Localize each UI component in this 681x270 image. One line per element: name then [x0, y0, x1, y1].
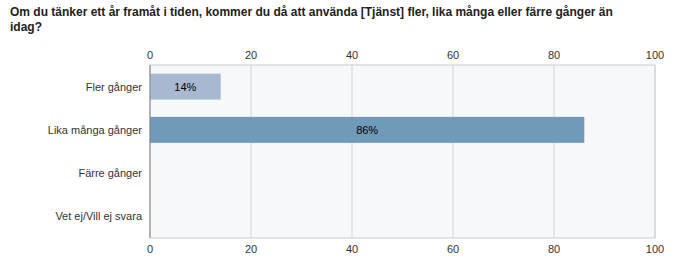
data-labels: 14% 86% — [174, 81, 378, 136]
bar — [150, 117, 584, 143]
grid-line — [453, 65, 454, 238]
bars — [150, 74, 584, 143]
x-tick-label-top: 60 — [447, 49, 459, 61]
grid-line — [150, 65, 151, 238]
data-label: 86% — [356, 124, 378, 136]
x-tick-label-top: 0 — [147, 49, 153, 61]
grid-line — [554, 65, 555, 238]
grid-line — [655, 65, 656, 238]
x-tick-label: 100 — [646, 243, 664, 255]
category-label: Vet ej/Vill ej svara — [55, 210, 143, 222]
category-label: Fler gånger — [86, 81, 143, 93]
x-tick-label-top: 80 — [548, 49, 560, 61]
title: Om du tänker ett år framåt i tiden, komm… — [10, 5, 613, 34]
category-label: Färre gånger — [78, 167, 142, 179]
bar — [150, 74, 221, 100]
x-tick-label: 0 — [147, 243, 153, 255]
chart-container: Om du tänker ett år framåt i tiden, komm… — [0, 0, 681, 270]
x-tick-label: 80 — [548, 243, 560, 255]
y-axis-line — [150, 65, 151, 238]
plot-background — [150, 65, 655, 238]
category-label: Lika många gånger — [48, 124, 143, 136]
x-tick-label-top: 20 — [245, 49, 257, 61]
x-tick-label: 40 — [346, 243, 358, 255]
data-label: 14% — [174, 81, 196, 93]
grid-line — [352, 65, 353, 238]
x-tick-label: 60 — [447, 243, 459, 255]
chart-svg: Om du tänker ett år framåt i tiden, komm… — [0, 0, 681, 270]
grid-line — [251, 65, 252, 238]
x-tick-label: 20 — [245, 243, 257, 255]
grid — [150, 65, 655, 238]
x-tick-label-top: 100 — [646, 49, 664, 61]
x-tick-label-top: 40 — [346, 49, 358, 61]
